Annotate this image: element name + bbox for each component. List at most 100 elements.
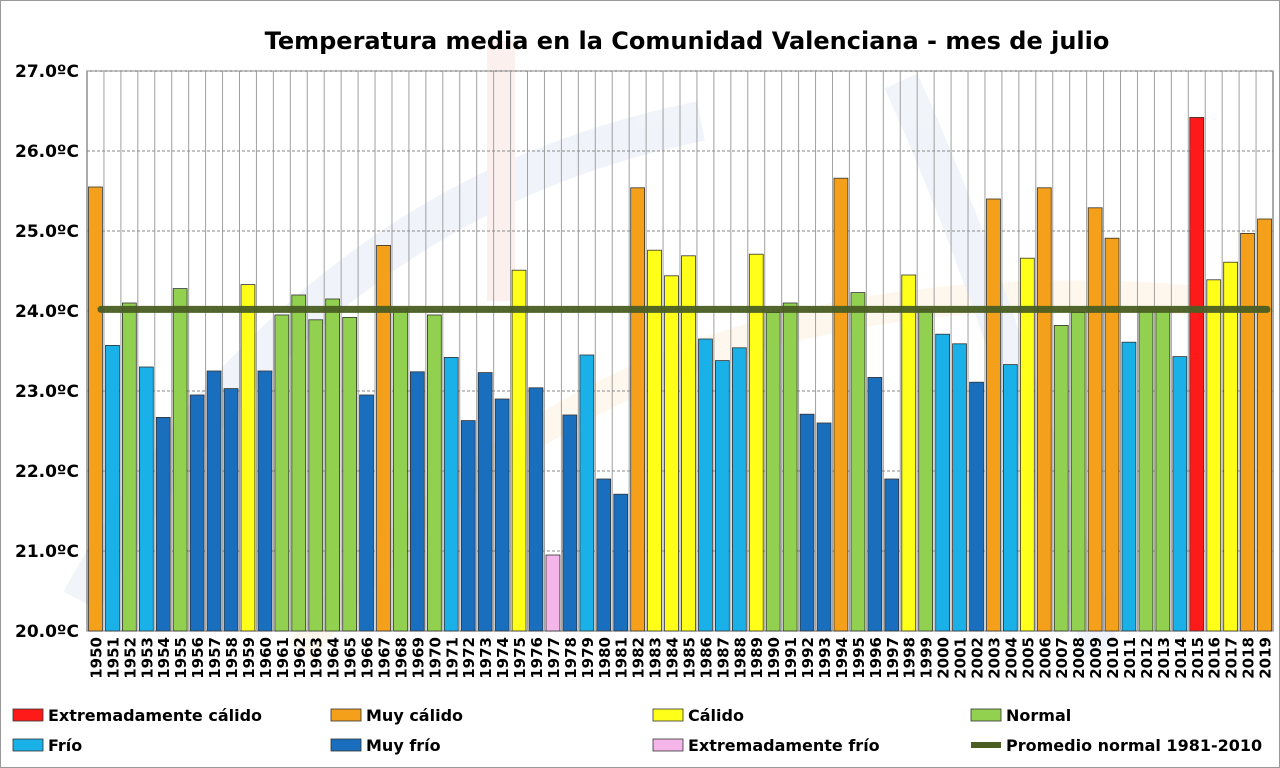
x-tick-label: 2005 (1019, 637, 1037, 679)
bar-1962 (291, 294, 307, 632)
bar-1993 (816, 422, 832, 632)
x-tick-label: 2004 (1002, 637, 1020, 679)
bar-2018 (1240, 232, 1255, 632)
x-tick-label: 1979 (579, 637, 597, 679)
x-tick-label: 2001 (952, 637, 970, 679)
legend-label: Extremadamente cálido (48, 706, 262, 725)
bar-2005 (1020, 257, 1035, 632)
bar-2008 (1070, 312, 1086, 632)
x-tick-label: 1972 (460, 637, 478, 679)
bar-1997 (884, 478, 900, 632)
x-tick-label: 2012 (1138, 637, 1156, 679)
x-tick-label: 1965 (342, 637, 360, 679)
bar-1998 (901, 274, 917, 632)
bar-1986 (698, 338, 713, 632)
legend-swatch-ef (652, 738, 684, 752)
y-axis: 20.0ºC 21.0ºC 22.0ºC 23.0ºC 24.0ºC 25.0ºC 26.0… (15, 62, 79, 642)
bar-1959 (240, 284, 256, 632)
x-tick-label: 1980 (596, 637, 614, 679)
bar-1967 (376, 244, 391, 632)
bar-1987 (715, 360, 730, 632)
bar-1961 (274, 314, 290, 632)
x-tick-label: 1971 (443, 637, 461, 679)
x-tick-label: 1954 (155, 637, 173, 679)
x-tick-label: 1951 (104, 637, 122, 679)
bar-1976 (528, 387, 544, 632)
x-tick-label: 2018 (1240, 637, 1258, 679)
bar-1982 (630, 187, 646, 632)
x-tick-label: 1953 (138, 637, 156, 679)
bar-1968 (393, 308, 408, 632)
chart-title: Temperatura media en la Comunidad Valenc… (265, 27, 1110, 55)
x-tick-label: 1970 (426, 637, 444, 679)
bar-1965 (342, 316, 358, 632)
x-tick-label: 1975 (511, 637, 529, 679)
x-tick-label: 1990 (765, 637, 783, 679)
x-tick-label: 1968 (392, 637, 410, 679)
x-tick-label: 1987 (714, 637, 732, 679)
bar-2010 (1104, 237, 1120, 632)
bar-2013 (1155, 306, 1171, 632)
bar-1992 (799, 413, 815, 632)
bar-1996 (867, 376, 883, 632)
bar-2002 (969, 381, 984, 632)
x-tick-label: 2000 (935, 637, 953, 679)
x-tick-label: 2013 (1155, 637, 1173, 679)
legend-swatch-mf (330, 738, 362, 752)
x-tick-label: 1994 (833, 637, 851, 679)
legend-label: Cálido (688, 706, 744, 725)
bar-1973 (477, 372, 493, 632)
bar-2007 (1053, 324, 1069, 632)
x-tick-label: 2019 (1257, 637, 1275, 679)
x-tick-label: 2010 (1104, 637, 1122, 679)
x-tick-label: 1962 (291, 637, 309, 679)
bar-1971 (443, 356, 459, 632)
bar-2004 (1003, 364, 1018, 632)
x-tick-label: 1964 (325, 637, 343, 679)
x-tick-label: 1998 (901, 637, 919, 679)
x-tick-label: 2008 (1070, 637, 1088, 679)
x-tick-label: 1984 (664, 637, 682, 679)
x-tick-label: 2009 (1087, 637, 1105, 679)
bar-1978 (562, 414, 578, 632)
legend-label: Muy frío (366, 736, 441, 755)
x-tick-label: 1956 (189, 637, 207, 679)
legend-label: Muy cálido (366, 706, 463, 725)
bar-2017 (1223, 261, 1238, 632)
bar-series (88, 117, 1272, 632)
bar-1975 (511, 269, 527, 632)
bar-1979 (579, 354, 595, 632)
y-tick-label: 23.0ºC (15, 382, 79, 402)
x-tick-label: 1978 (562, 637, 580, 679)
legend-swatch-c (652, 708, 684, 722)
bar-1970 (426, 314, 442, 632)
x-tick-label: 1967 (376, 637, 394, 679)
legend-label: Promedio normal 1981-2010 (1006, 736, 1262, 755)
bar-1994 (833, 177, 849, 632)
legend-swatch-mc (330, 708, 362, 722)
x-tick-label: 1997 (884, 637, 902, 679)
bar-1995 (850, 292, 866, 632)
x-tick-label: 1969 (409, 637, 427, 679)
x-tick-label: 1961 (274, 637, 292, 679)
bar-1990 (765, 312, 781, 632)
y-tick-label: 21.0ºC (15, 542, 79, 562)
x-tick-label: 1958 (223, 637, 241, 679)
chart-legend: Extremadamente cálido Muy cálido Cálido Nor… (12, 706, 1262, 755)
x-tick-label: 1983 (647, 637, 665, 679)
x-tick-label: 1996 (867, 637, 885, 679)
x-tick-label: 1973 (477, 637, 495, 679)
x-tick-label: 1989 (748, 637, 766, 679)
bar-1991 (782, 302, 798, 632)
bar-1980 (596, 478, 612, 632)
x-tick-label: 1974 (494, 637, 512, 679)
bar-2003 (986, 198, 1001, 632)
bar-1964 (325, 298, 341, 632)
bar-2000 (935, 333, 951, 632)
bar-1952 (122, 302, 137, 632)
y-tick-label: 20.0ºC (15, 622, 79, 642)
x-tick-label: 2015 (1189, 637, 1207, 679)
legend-label: Extremadamente frío (688, 736, 880, 755)
